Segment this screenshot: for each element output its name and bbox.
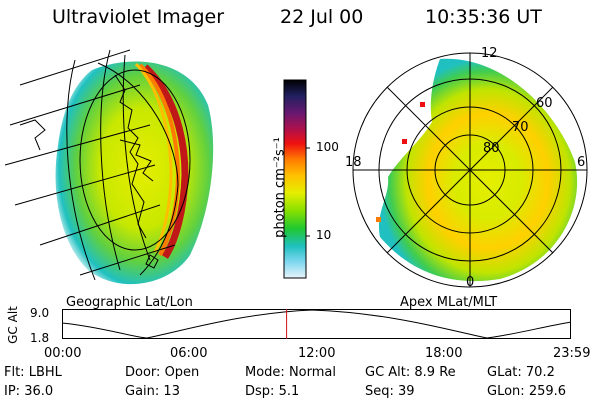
colorbar-tick-10: 10	[316, 228, 332, 242]
geographic-image	[4, 49, 214, 285]
altitude-plot	[61, 309, 572, 339]
mlt-6-label: 6	[577, 155, 586, 170]
date-label: 22 Jul 00	[280, 6, 364, 28]
mlat-70-label: 70	[512, 120, 529, 135]
time-tick-0000: 00:00	[44, 346, 82, 361]
status-glon: GLon: 259.6	[487, 384, 567, 399]
time-tick-1200: 12:00	[298, 346, 336, 361]
status-gc-alt: GC Alt: 8.9 Re	[365, 365, 456, 380]
time-tick-2359: 23:59	[553, 346, 591, 361]
mlt-0-label: 0	[466, 275, 475, 290]
colorbar-unit-label: photon cm⁻²s⁻¹	[272, 137, 288, 238]
status-glat: GLat: 70.2	[487, 365, 555, 380]
status-dsp: Dsp: 5.1	[245, 384, 300, 399]
mlat-60-label: 60	[536, 96, 553, 111]
altitude-ytick-max: 9.0	[30, 306, 50, 320]
status-flt: Flt: LBHL	[4, 365, 62, 380]
time-tick-1800: 18:00	[425, 346, 463, 361]
status-seq: Seq: 39	[365, 384, 415, 399]
time-label: 10:35:36 UT	[425, 6, 542, 28]
status-gain: Gain: 13	[125, 384, 180, 399]
mlt-18-label: 18	[345, 155, 362, 170]
geographic-caption: Geographic Lat/Lon	[66, 295, 193, 310]
status-ip: IP: 36.0	[4, 384, 54, 399]
colorbar	[283, 79, 310, 279]
mlat-80-label: 80	[483, 141, 500, 156]
apex-caption: Apex MLat/MLT	[400, 295, 498, 310]
status-mode: Mode: Normal	[245, 365, 336, 380]
polar-plot	[352, 52, 588, 288]
mlt-12-label: 12	[481, 46, 498, 61]
instrument-title: Ultraviolet Imager	[52, 6, 225, 28]
status-door: Door: Open	[125, 365, 200, 380]
altitude-ytick-min: 1.8	[30, 331, 50, 345]
altitude-ylabel: GC Alt	[5, 306, 20, 344]
time-tick-0600: 06:00	[170, 346, 208, 361]
colorbar-tick-100: 100	[316, 140, 339, 154]
